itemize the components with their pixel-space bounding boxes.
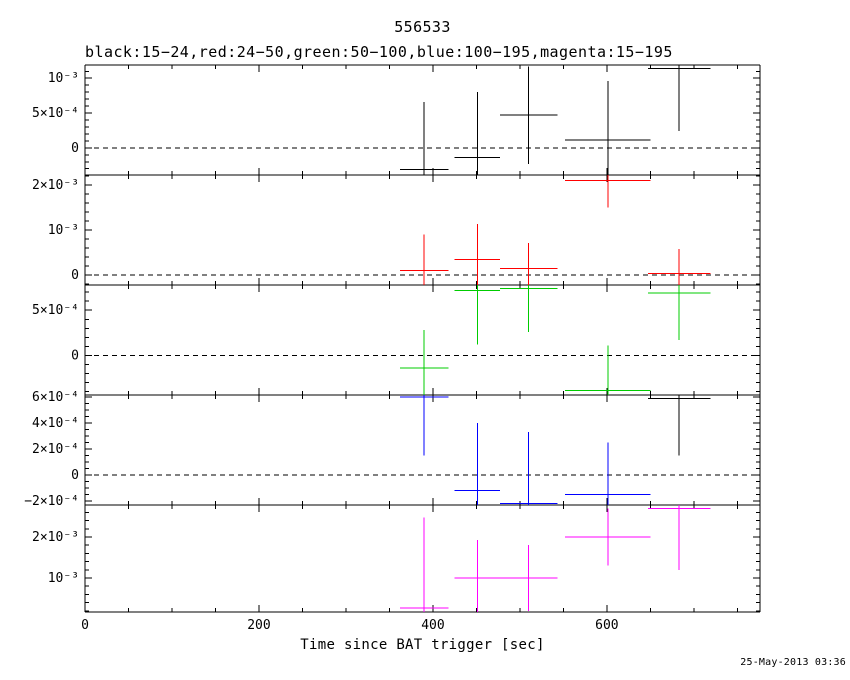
- svg-text:10⁻³: 10⁻³: [48, 571, 79, 586]
- panel-band-15−195: 10⁻³ 2×10⁻³: [32, 505, 760, 612]
- creation-timestamp: 25-May-2013 03:36: [740, 657, 846, 668]
- svg-text:0: 0: [81, 618, 89, 633]
- svg-text:10⁻³: 10⁻³: [48, 71, 79, 86]
- svg-text:4×10⁻⁴: 4×10⁻⁴: [32, 416, 79, 431]
- plot-title: 556533: [394, 18, 451, 36]
- x-tick-labels: 0 200 400 600: [81, 618, 619, 633]
- svg-text:0: 0: [71, 348, 79, 363]
- panel-band-15−24: 0 5×10⁻⁴ 10⁻³: [32, 65, 760, 175]
- band-legend-subtitle: black:15−24,red:24−50,green:50−100,blue:…: [85, 43, 673, 61]
- svg-text:2×10⁻⁴: 2×10⁻⁴: [32, 442, 79, 457]
- svg-text:2×10⁻³: 2×10⁻³: [32, 530, 79, 545]
- svg-text:5×10⁻⁴: 5×10⁻⁴: [32, 106, 79, 121]
- svg-text:5×10⁻⁴: 5×10⁻⁴: [32, 303, 79, 318]
- svg-text:0: 0: [71, 141, 79, 156]
- panel-band-100−195: −2×10⁻⁴ 0 2×10⁻⁴ 4×10⁻⁴ 6×10⁻⁴: [24, 390, 760, 509]
- x-axis-label: Time since BAT trigger [sec]: [300, 637, 545, 653]
- panel-band-50−100: 0 5×10⁻⁴: [32, 285, 760, 395]
- svg-text:600: 600: [595, 618, 618, 633]
- svg-text:10⁻³: 10⁻³: [48, 223, 79, 238]
- svg-text:400: 400: [421, 618, 444, 633]
- svg-text:2×10⁻³: 2×10⁻³: [32, 178, 79, 193]
- axes: [84, 64, 761, 613]
- svg-text:0: 0: [71, 468, 79, 483]
- svg-text:0: 0: [71, 268, 79, 283]
- svg-text:6×10⁻⁴: 6×10⁻⁴: [32, 390, 79, 405]
- svg-text:200: 200: [247, 618, 270, 633]
- svg-text:−2×10⁻⁴: −2×10⁻⁴: [24, 494, 79, 509]
- panel-band-24−50: 0 10⁻³ 2×10⁻³: [32, 175, 760, 285]
